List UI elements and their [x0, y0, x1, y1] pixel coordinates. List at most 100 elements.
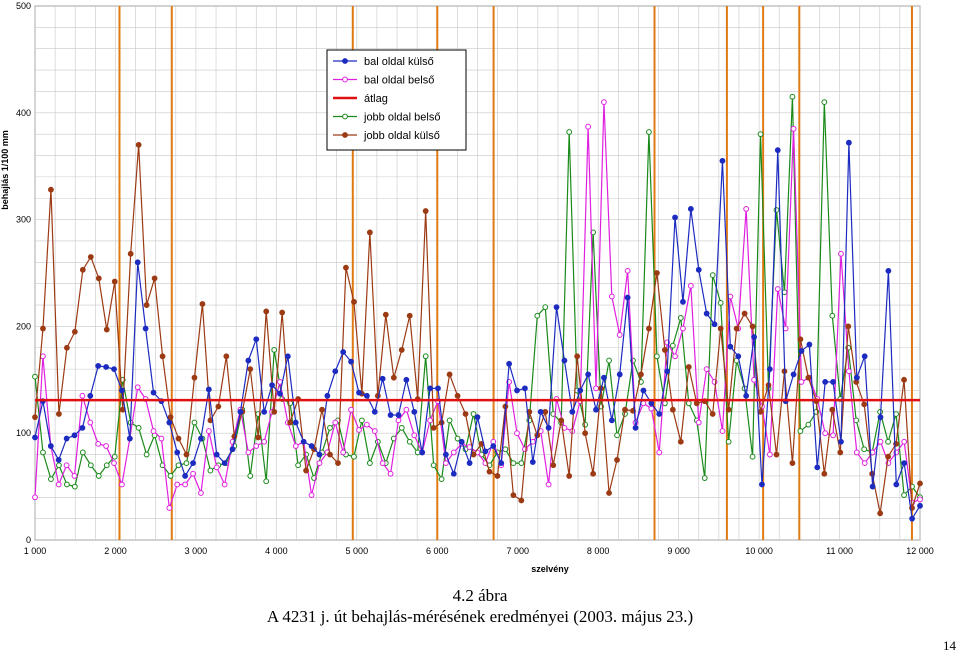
data-point: [47, 443, 54, 449]
data-point: [534, 312, 541, 319]
data-point: [340, 349, 347, 355]
data-point: [356, 389, 362, 396]
data-point: [79, 424, 86, 431]
data-point: [458, 438, 465, 445]
data-point: [822, 430, 829, 437]
data-point: [213, 451, 220, 458]
data-point: [838, 250, 844, 257]
data-point: [284, 353, 291, 360]
legend-label: jobb oldal külső: [363, 130, 440, 142]
data-point: [221, 481, 228, 488]
data-point: [95, 275, 102, 282]
data-point: [735, 353, 742, 360]
data-point: [183, 460, 190, 467]
data-point: [245, 357, 252, 364]
data-point: [466, 460, 473, 467]
x-tick-label: 8 000: [587, 546, 610, 556]
data-point: [593, 406, 599, 413]
data-point: [253, 443, 260, 449]
data-point: [411, 432, 418, 439]
data-point: [182, 473, 189, 479]
data-point: [759, 481, 765, 488]
data-point: [653, 270, 660, 276]
data-point: [648, 405, 655, 412]
data-point: [411, 408, 418, 415]
data-point: [640, 387, 647, 394]
data-point: [167, 414, 174, 421]
data-point: [351, 453, 357, 460]
data-point: [877, 414, 884, 421]
data-point: [687, 206, 694, 212]
data-point: [830, 379, 836, 385]
data-point: [327, 451, 333, 458]
data-point: [190, 460, 196, 467]
data-point: [379, 375, 386, 382]
data-point: [797, 336, 804, 343]
data-point: [213, 464, 220, 471]
data-point: [646, 129, 652, 135]
data-point: [87, 462, 94, 469]
data-point: [135, 141, 142, 148]
data-point: [680, 298, 686, 305]
data-point: [271, 408, 278, 415]
data-point: [814, 464, 821, 471]
data-point: [150, 428, 157, 434]
data-point: [672, 214, 678, 221]
data-point: [901, 438, 908, 445]
data-point: [806, 341, 813, 348]
data-point: [150, 389, 157, 396]
data-point: [303, 467, 309, 474]
data-point: [119, 481, 125, 488]
data-point: [709, 411, 716, 417]
data-point: [486, 468, 493, 475]
data-point: [159, 353, 166, 360]
data-point: [574, 353, 581, 360]
data-point: [223, 353, 230, 360]
data-point: [845, 139, 852, 146]
data-point: [474, 414, 481, 421]
data-point: [869, 483, 876, 490]
data-point: [893, 481, 900, 488]
legend-marker: [342, 76, 348, 83]
legend-label: jobb oldal belső: [363, 112, 440, 124]
data-point: [174, 481, 181, 488]
data-point: [845, 323, 852, 330]
data-point: [537, 408, 544, 415]
data-point: [175, 462, 182, 469]
data-point: [87, 254, 94, 260]
data-point: [395, 412, 402, 418]
data-point: [773, 451, 780, 458]
data-point: [103, 462, 110, 469]
data-point: [593, 385, 599, 392]
data-point: [56, 462, 62, 469]
data-point: [545, 424, 552, 431]
series-line: [34, 144, 921, 514]
data-point: [71, 432, 78, 439]
data-point: [830, 432, 836, 439]
data-point: [111, 453, 118, 460]
y-tick-label: 0: [26, 535, 31, 545]
data-point: [805, 421, 812, 428]
data-point: [450, 449, 457, 456]
data-point: [327, 424, 333, 431]
data-point: [616, 332, 623, 338]
data-point: [901, 492, 907, 499]
data-point: [624, 294, 631, 301]
vertical-markers: [118, 6, 913, 540]
data-point: [237, 408, 244, 415]
data-point: [743, 392, 750, 399]
data-point: [719, 157, 726, 164]
data-point: [680, 325, 686, 332]
data-point: [446, 371, 453, 378]
x-tick-label: 10 000: [745, 546, 773, 556]
data-point: [454, 435, 461, 442]
data-point: [703, 310, 710, 317]
data-point: [797, 428, 804, 434]
data-point: [295, 462, 302, 469]
data-point: [316, 460, 323, 467]
data-point: [271, 346, 278, 353]
data-point: [406, 312, 413, 319]
data-point: [893, 411, 899, 417]
data-point: [829, 312, 836, 319]
data-point: [669, 406, 676, 413]
